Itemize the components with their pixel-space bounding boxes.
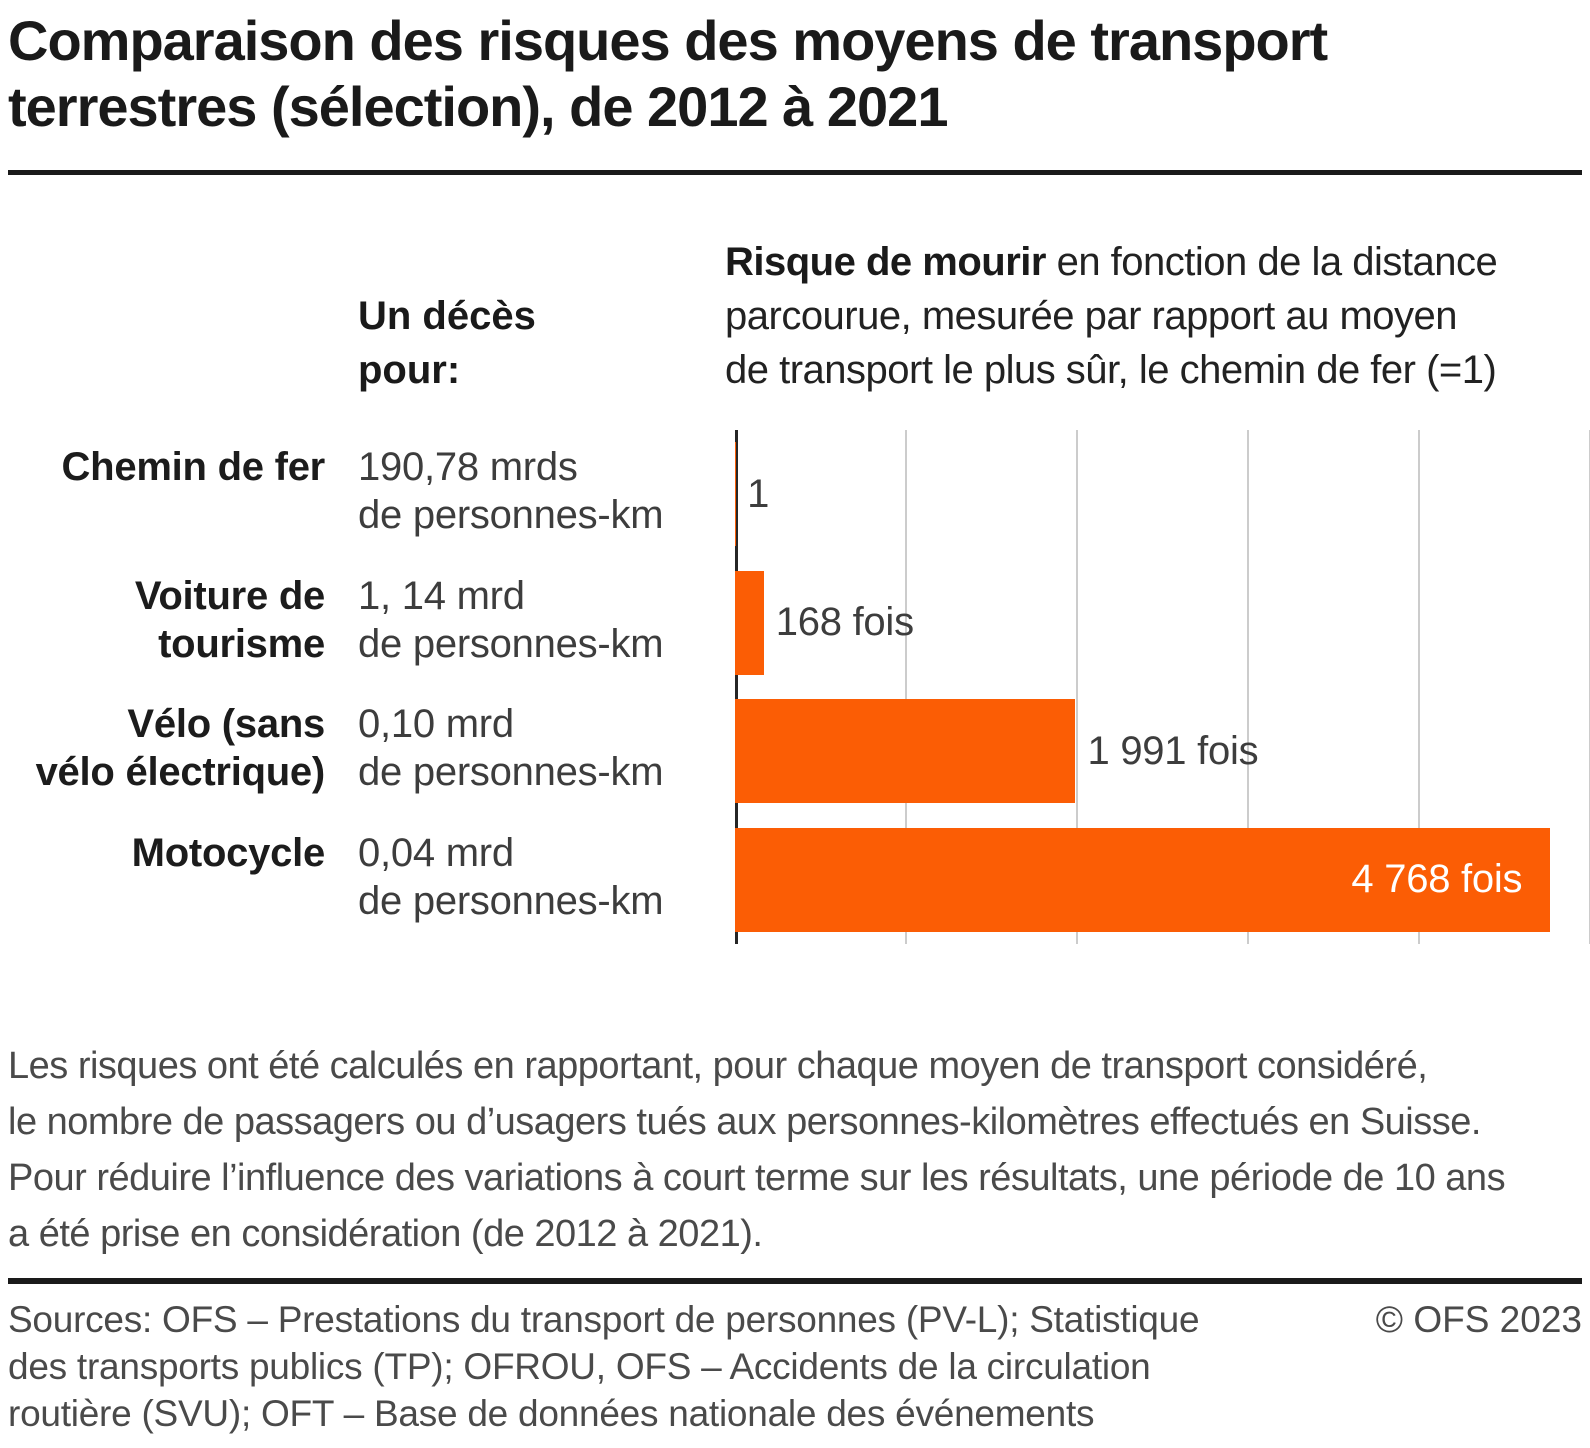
chart-row-car: Voiture de tourisme 1, 14 mrd de personn… xyxy=(8,559,1590,688)
chart-row-motorcycle: Motocycle 0,04 mrd de personnes-km 4 768… xyxy=(8,816,1590,945)
column-header-risk-bold: Risque de mourir xyxy=(725,240,1046,284)
row-exposure-value: 0,04 mrd de personnes-km xyxy=(358,816,718,945)
title-divider xyxy=(8,170,1582,175)
bar-car xyxy=(735,570,764,675)
row-category-line1: Vélo (sans xyxy=(127,702,325,746)
chart-row-rail: Chemin de fer 190,78 mrds de personnes-k… xyxy=(8,430,1590,559)
sources-line3: routière (SVU); OFT – Base de données na… xyxy=(8,1393,1095,1434)
row-category-label: Motocycle xyxy=(8,816,326,945)
footnote-line1: Les risques ont été calculés en rapporta… xyxy=(8,1045,1428,1087)
row-exposure-value: 190,78 mrds de personnes-km xyxy=(358,430,718,559)
row-exposure-value: 1, 14 mrd de personnes-km xyxy=(358,559,718,688)
chart-row-bicycle: Vélo (sans vélo électrique) 0,10 mrd de … xyxy=(8,687,1590,816)
row-bar-cell: 1 991 fois xyxy=(718,687,1590,816)
footnote-line4: a été prise en considération (de 2012 à … xyxy=(8,1213,763,1255)
row-exposure-unit: de personnes-km xyxy=(358,621,664,666)
row-category-line1: Chemin de fer xyxy=(61,445,326,489)
sources-line1: Sources: OFS – Prestations du transport … xyxy=(8,1299,1200,1340)
row-category-line2: tourisme xyxy=(158,621,325,666)
footnote: Les risques ont été calculés en rapporta… xyxy=(8,1038,1590,1262)
row-bar-cell: 1 xyxy=(718,430,1590,559)
row-category-line1: Voiture de xyxy=(134,573,325,618)
row-category-label: Chemin de fer xyxy=(8,430,326,559)
page-title-line1: Comparaison des risques des moyens de tr… xyxy=(8,9,1328,72)
column-header-risk-line3: de transport le plus sûr, le chemin de f… xyxy=(725,348,1497,392)
column-header-deaths-line1: Un décès xyxy=(358,294,536,338)
row-exposure-amount: 0,04 mrd xyxy=(358,830,514,875)
bar-value-label: 168 fois xyxy=(775,600,914,645)
page-title-line2: terrestres (sélection), de 2012 à 2021 xyxy=(8,75,948,138)
gridline-3000 xyxy=(1247,430,1249,944)
sources-text: Sources: OFS – Prestations du transport … xyxy=(8,1296,1200,1437)
row-bar-cell: 4 768 fois xyxy=(718,816,1590,945)
row-exposure-amount: 0,10 mrd xyxy=(358,702,514,746)
gridline-1000 xyxy=(905,430,907,944)
footnote-line2: le nombre de passagers ou d’usagers tués… xyxy=(8,1101,1481,1143)
page-title: Comparaison des risques des moyens de tr… xyxy=(8,0,1590,140)
bar-value-label: 1 xyxy=(747,471,770,516)
column-header-deaths: Un décès pour: xyxy=(358,289,725,397)
column-header-risk-line2: parcourue, mesurée par rapport au moyen xyxy=(725,294,1458,338)
row-exposure-amount: 190,78 mrds xyxy=(358,445,578,489)
copyright: © OFS 2023 xyxy=(1375,1299,1582,1340)
row-exposure-unit: de personnes-km xyxy=(358,878,664,923)
column-header-deaths-line2: pour: xyxy=(358,348,461,392)
row-category-line2: vélo électrique) xyxy=(35,750,326,794)
bar-value-label: 1 991 fois xyxy=(1087,728,1259,773)
row-exposure-value: 0,10 mrd de personnes-km xyxy=(358,687,718,816)
column-header-risk-line1-rest: en fonction de la distance xyxy=(1045,240,1498,284)
sources-divider xyxy=(8,1278,1582,1284)
bar-chart: Chemin de fer 190,78 mrds de personnes-k… xyxy=(8,430,1590,944)
bar-motorcycle: 4 768 fois xyxy=(735,827,1551,932)
gridline-2000 xyxy=(1076,430,1078,944)
row-category-label: Voiture de tourisme xyxy=(8,559,325,688)
sources-line2: des transports publics (TP); OFROU, OFS … xyxy=(8,1346,1151,1387)
bar-value-label: 4 768 fois xyxy=(1351,857,1523,902)
y-axis-line xyxy=(735,430,738,944)
column-header-risk-line1: Risque de mourir en fonction de la dista… xyxy=(725,235,1590,289)
gridline-4000 xyxy=(1418,430,1420,944)
chart-column-headers: Un décès pour: Risque de mourir en fonct… xyxy=(8,235,1590,397)
bar-bicycle xyxy=(735,699,1076,804)
footnote-line3: Pour réduire l’influence des variations … xyxy=(8,1157,1506,1199)
sources-row: Sources: OFS – Prestations du transport … xyxy=(8,1296,1590,1437)
row-category-label: Vélo (sans vélo électrique) xyxy=(8,687,326,816)
row-exposure-amount: 1, 14 mrd xyxy=(358,573,525,618)
row-bar-cell: 168 fois xyxy=(718,559,1590,688)
row-exposure-unit: de personnes-km xyxy=(358,493,664,537)
row-exposure-unit: de personnes-km xyxy=(358,750,664,794)
row-category-line1: Motocycle xyxy=(131,830,326,875)
column-header-risk: Risque de mourir en fonction de la dista… xyxy=(725,235,1590,397)
